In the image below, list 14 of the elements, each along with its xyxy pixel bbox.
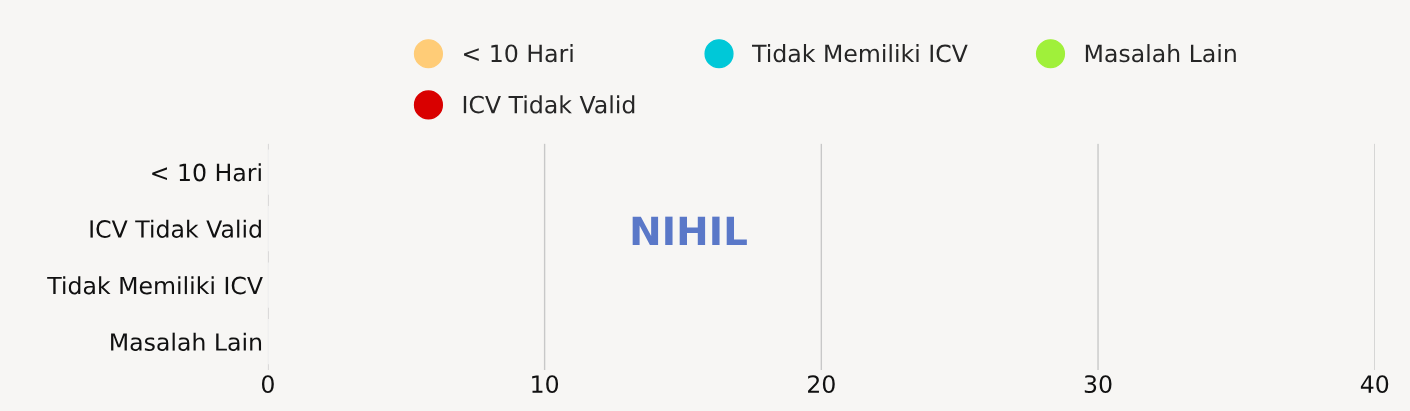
legend-label: Masalah Lain	[1085, 44, 1236, 63]
y-tick-label: Tidak Memiliki ICV	[47, 276, 263, 295]
x-tick-label: 40	[1360, 375, 1389, 394]
y-tick-label: ICV Tidak Valid	[90, 219, 261, 238]
legend-label: ICV Tidak Valid	[463, 95, 635, 114]
y-tick-label: Masalah Lain	[111, 332, 262, 351]
legend-label: < 10 Hari	[464, 44, 573, 63]
legend-label: Tidak Memiliki ICV	[752, 44, 968, 63]
y-tick-label: < 10 Hari	[152, 163, 261, 182]
x-tick-label: 30	[1084, 375, 1112, 394]
x-tick-label: 20	[808, 375, 835, 394]
x-tick-label: 0	[261, 375, 274, 394]
x-tick-label: 10	[532, 375, 559, 394]
annotation: NIHIL	[632, 216, 747, 245]
